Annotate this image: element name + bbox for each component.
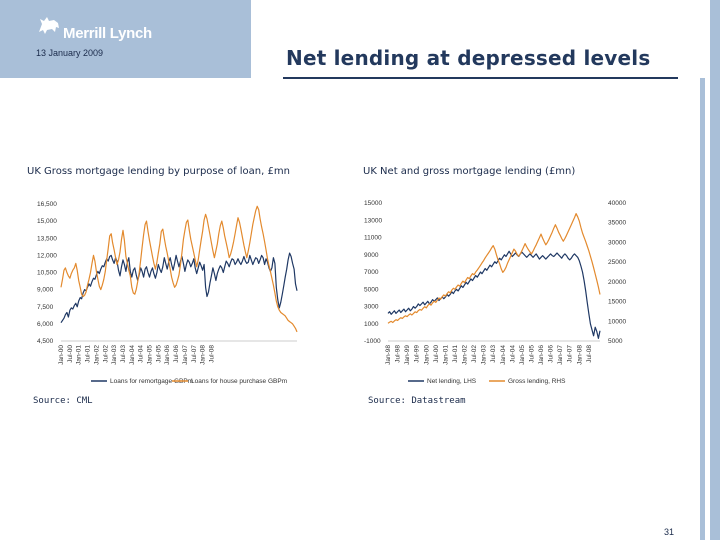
x-tick-label: Jan-08 [576, 345, 583, 365]
x-tick-label: Jul-07 [191, 345, 198, 363]
x-tick-label: Jul-07 [567, 345, 574, 363]
y-right-tick-label: 20000 [608, 279, 626, 286]
x-tick-label: Jan-00 [58, 345, 65, 365]
page-number: 31 [664, 527, 675, 537]
x-tick-label: Jul-98 [395, 345, 402, 363]
legend-label: Loans for remortgage GBPm [110, 378, 193, 385]
series-line-1 [387, 213, 601, 324]
x-tick-label: Jan-02 [93, 345, 100, 365]
x-tick-label: Jul-08 [208, 345, 215, 363]
x-tick-label: Jul-05 [528, 345, 535, 363]
x-tick-label: Jul-00 [67, 345, 74, 363]
legend-label: Gross lending, RHS [508, 378, 566, 385]
report-date: 13 January 2009 [36, 48, 104, 58]
x-tick-label: Jul-01 [452, 345, 459, 363]
y-tick-label: 13,500 [37, 235, 57, 242]
y-tick-label: 12,000 [37, 252, 57, 259]
y-tick-label: 13000 [364, 217, 382, 224]
y-tick-label: 7,500 [37, 304, 54, 311]
y-tick-label: 11000 [364, 235, 382, 242]
x-tick-label: Jan-99 [404, 345, 411, 365]
y-tick-label: 15,000 [37, 218, 57, 225]
x-tick-label: Jan-08 [200, 345, 207, 365]
x-tick-label: Jul-05 [155, 345, 162, 363]
x-tick-label: Jan-07 [182, 345, 189, 365]
legend-label: Net lending, LHS [427, 378, 477, 385]
x-tick-label: Jul-02 [471, 345, 478, 363]
right-chart-source: Source: Datastream [368, 396, 466, 406]
right-mortgage-chart: 15000 13000 11000 9000 7000 5000 3000 1000 -1000… [364, 200, 626, 385]
bull-logo-icon [39, 17, 59, 34]
brand-name: Merrill Lynch [63, 25, 152, 42]
y-tick-label: -1000 [364, 338, 381, 345]
x-tick-label: Jul-99 [414, 345, 421, 363]
y-right-tick-label: 25000 [608, 259, 626, 266]
y-right-tick-label: 30000 [608, 239, 626, 246]
y-tick-label: 9,000 [37, 287, 54, 294]
x-tick-label: Jan-01 [76, 345, 83, 365]
x-tick-label: Jan-02 [462, 345, 469, 365]
y-right-tick-label: 5000 [608, 338, 623, 345]
x-tick-label: Jan-07 [557, 345, 564, 365]
side-stripe-outer [710, 0, 720, 540]
x-tick-label: Jul-00 [433, 345, 440, 363]
y-right-tick-label: 35000 [608, 220, 626, 227]
y-right-tick-label: 40000 [608, 200, 626, 207]
y-tick-label: 9000 [364, 252, 379, 259]
title-divider [283, 77, 678, 79]
x-tick-label: Jul-03 [490, 345, 497, 363]
x-tick-label: Jul-03 [120, 345, 127, 363]
page-title: Net lending at depressed levels [286, 46, 651, 70]
legend-label: Loans for house purchase GBPm [191, 378, 287, 385]
y-tick-label: 10,500 [37, 270, 57, 277]
x-tick-label: Jul-06 [173, 345, 180, 363]
x-tick-label: Jan-00 [423, 345, 430, 365]
x-tick-label: Jan-06 [164, 345, 171, 365]
x-tick-label: Jul-02 [102, 345, 109, 363]
x-tick-label: Jan-01 [442, 345, 449, 365]
series-line-0 [60, 252, 298, 324]
left-chart-source: Source: CML [33, 396, 93, 406]
x-tick-label: Jul-04 [138, 345, 145, 363]
left-mortgage-chart: 16,500 15,000 13,500 12,000 10,500 9,000 7,500… [37, 201, 298, 385]
y-tick-label: 7000 [364, 269, 379, 276]
x-tick-label: Jan-06 [538, 345, 545, 365]
series-line-0 [387, 250, 601, 339]
x-tick-label: Jan-05 [147, 345, 154, 365]
x-tick-label: Jul-08 [586, 345, 593, 363]
x-tick-label: Jul-06 [548, 345, 555, 363]
y-tick-label: 15000 [364, 200, 382, 207]
x-tick-label: Jul-04 [509, 345, 516, 363]
y-tick-label: 3000 [364, 304, 379, 311]
series-line-1 [60, 205, 298, 333]
x-tick-label: Jan-04 [129, 345, 136, 365]
y-tick-label: 5000 [364, 286, 379, 293]
x-tick-label: Jan-03 [111, 345, 118, 365]
x-tick-label: Jul-01 [85, 345, 92, 363]
y-right-tick-label: 10000 [608, 318, 626, 325]
y-tick-label: 4,500 [37, 338, 54, 345]
x-tick-label: Jan-04 [500, 345, 507, 365]
y-right-tick-label: 15000 [608, 299, 626, 306]
y-tick-label: 1000 [364, 321, 379, 328]
x-tick-label: Jan-98 [385, 345, 392, 365]
y-tick-label: 6,000 [37, 321, 54, 328]
y-tick-label: 16,500 [37, 201, 57, 208]
x-tick-label: Jan-03 [481, 345, 488, 365]
brand-panel: Merrill Lynch 13 January 2009 [0, 0, 251, 78]
side-stripe [700, 78, 705, 540]
x-tick-label: Jan-05 [519, 345, 526, 365]
left-chart-caption: UK Gross mortgage lending by purpose of … [27, 166, 290, 177]
right-chart-caption: UK Net and gross mortgage lending (£mn) [363, 166, 576, 177]
